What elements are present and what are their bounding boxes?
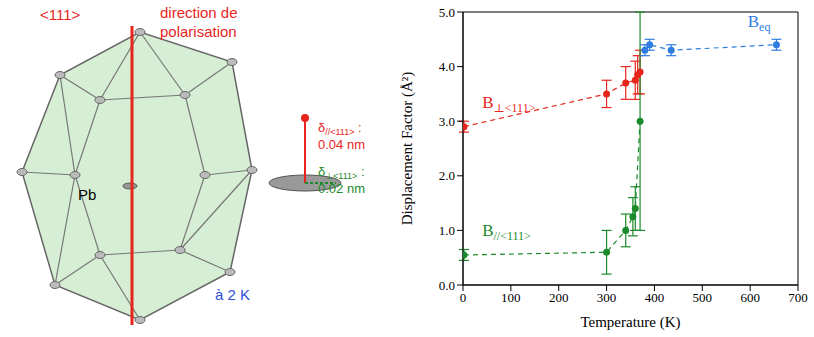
svg-text:3.0: 3.0 bbox=[439, 114, 455, 129]
svg-text:Pb: Pb bbox=[78, 186, 96, 203]
svg-text:200: 200 bbox=[549, 290, 569, 305]
svg-text:500: 500 bbox=[693, 290, 713, 305]
svg-text:5.0: 5.0 bbox=[439, 5, 455, 20]
svg-text:600: 600 bbox=[740, 290, 760, 305]
svg-text:polarisation: polarisation bbox=[160, 23, 237, 40]
svg-text:direction de: direction de bbox=[160, 4, 238, 21]
svg-text:B//<111>: B//<111> bbox=[482, 221, 531, 243]
svg-text:δ//<111> :: δ//<111> : bbox=[318, 120, 362, 137]
svg-text:1.0: 1.0 bbox=[439, 223, 455, 238]
svg-text:0.02 nm: 0.02 nm bbox=[318, 181, 365, 196]
svg-text:300: 300 bbox=[597, 290, 617, 305]
svg-text:Beq: Beq bbox=[748, 12, 771, 34]
svg-text:δ⊥<111> :: δ⊥<111> : bbox=[318, 164, 365, 181]
svg-text:0: 0 bbox=[460, 290, 467, 305]
svg-text:400: 400 bbox=[645, 290, 665, 305]
svg-text:0.04 nm: 0.04 nm bbox=[318, 137, 365, 152]
svg-text:2.0: 2.0 bbox=[439, 168, 455, 183]
svg-text:700: 700 bbox=[788, 290, 808, 305]
svg-text:100: 100 bbox=[501, 290, 521, 305]
svg-text:4.0: 4.0 bbox=[439, 59, 455, 74]
svg-text:<111>: <111> bbox=[40, 6, 81, 23]
svg-text:B⊥<111>: B⊥<111> bbox=[482, 93, 536, 115]
svg-text:Temperature (K): Temperature (K) bbox=[580, 314, 680, 331]
svg-text:à 2 K: à 2 K bbox=[215, 286, 250, 303]
svg-text:Displacement Factor (Å²): Displacement Factor (Å²) bbox=[400, 72, 416, 226]
svg-text:0.0: 0.0 bbox=[439, 278, 455, 293]
